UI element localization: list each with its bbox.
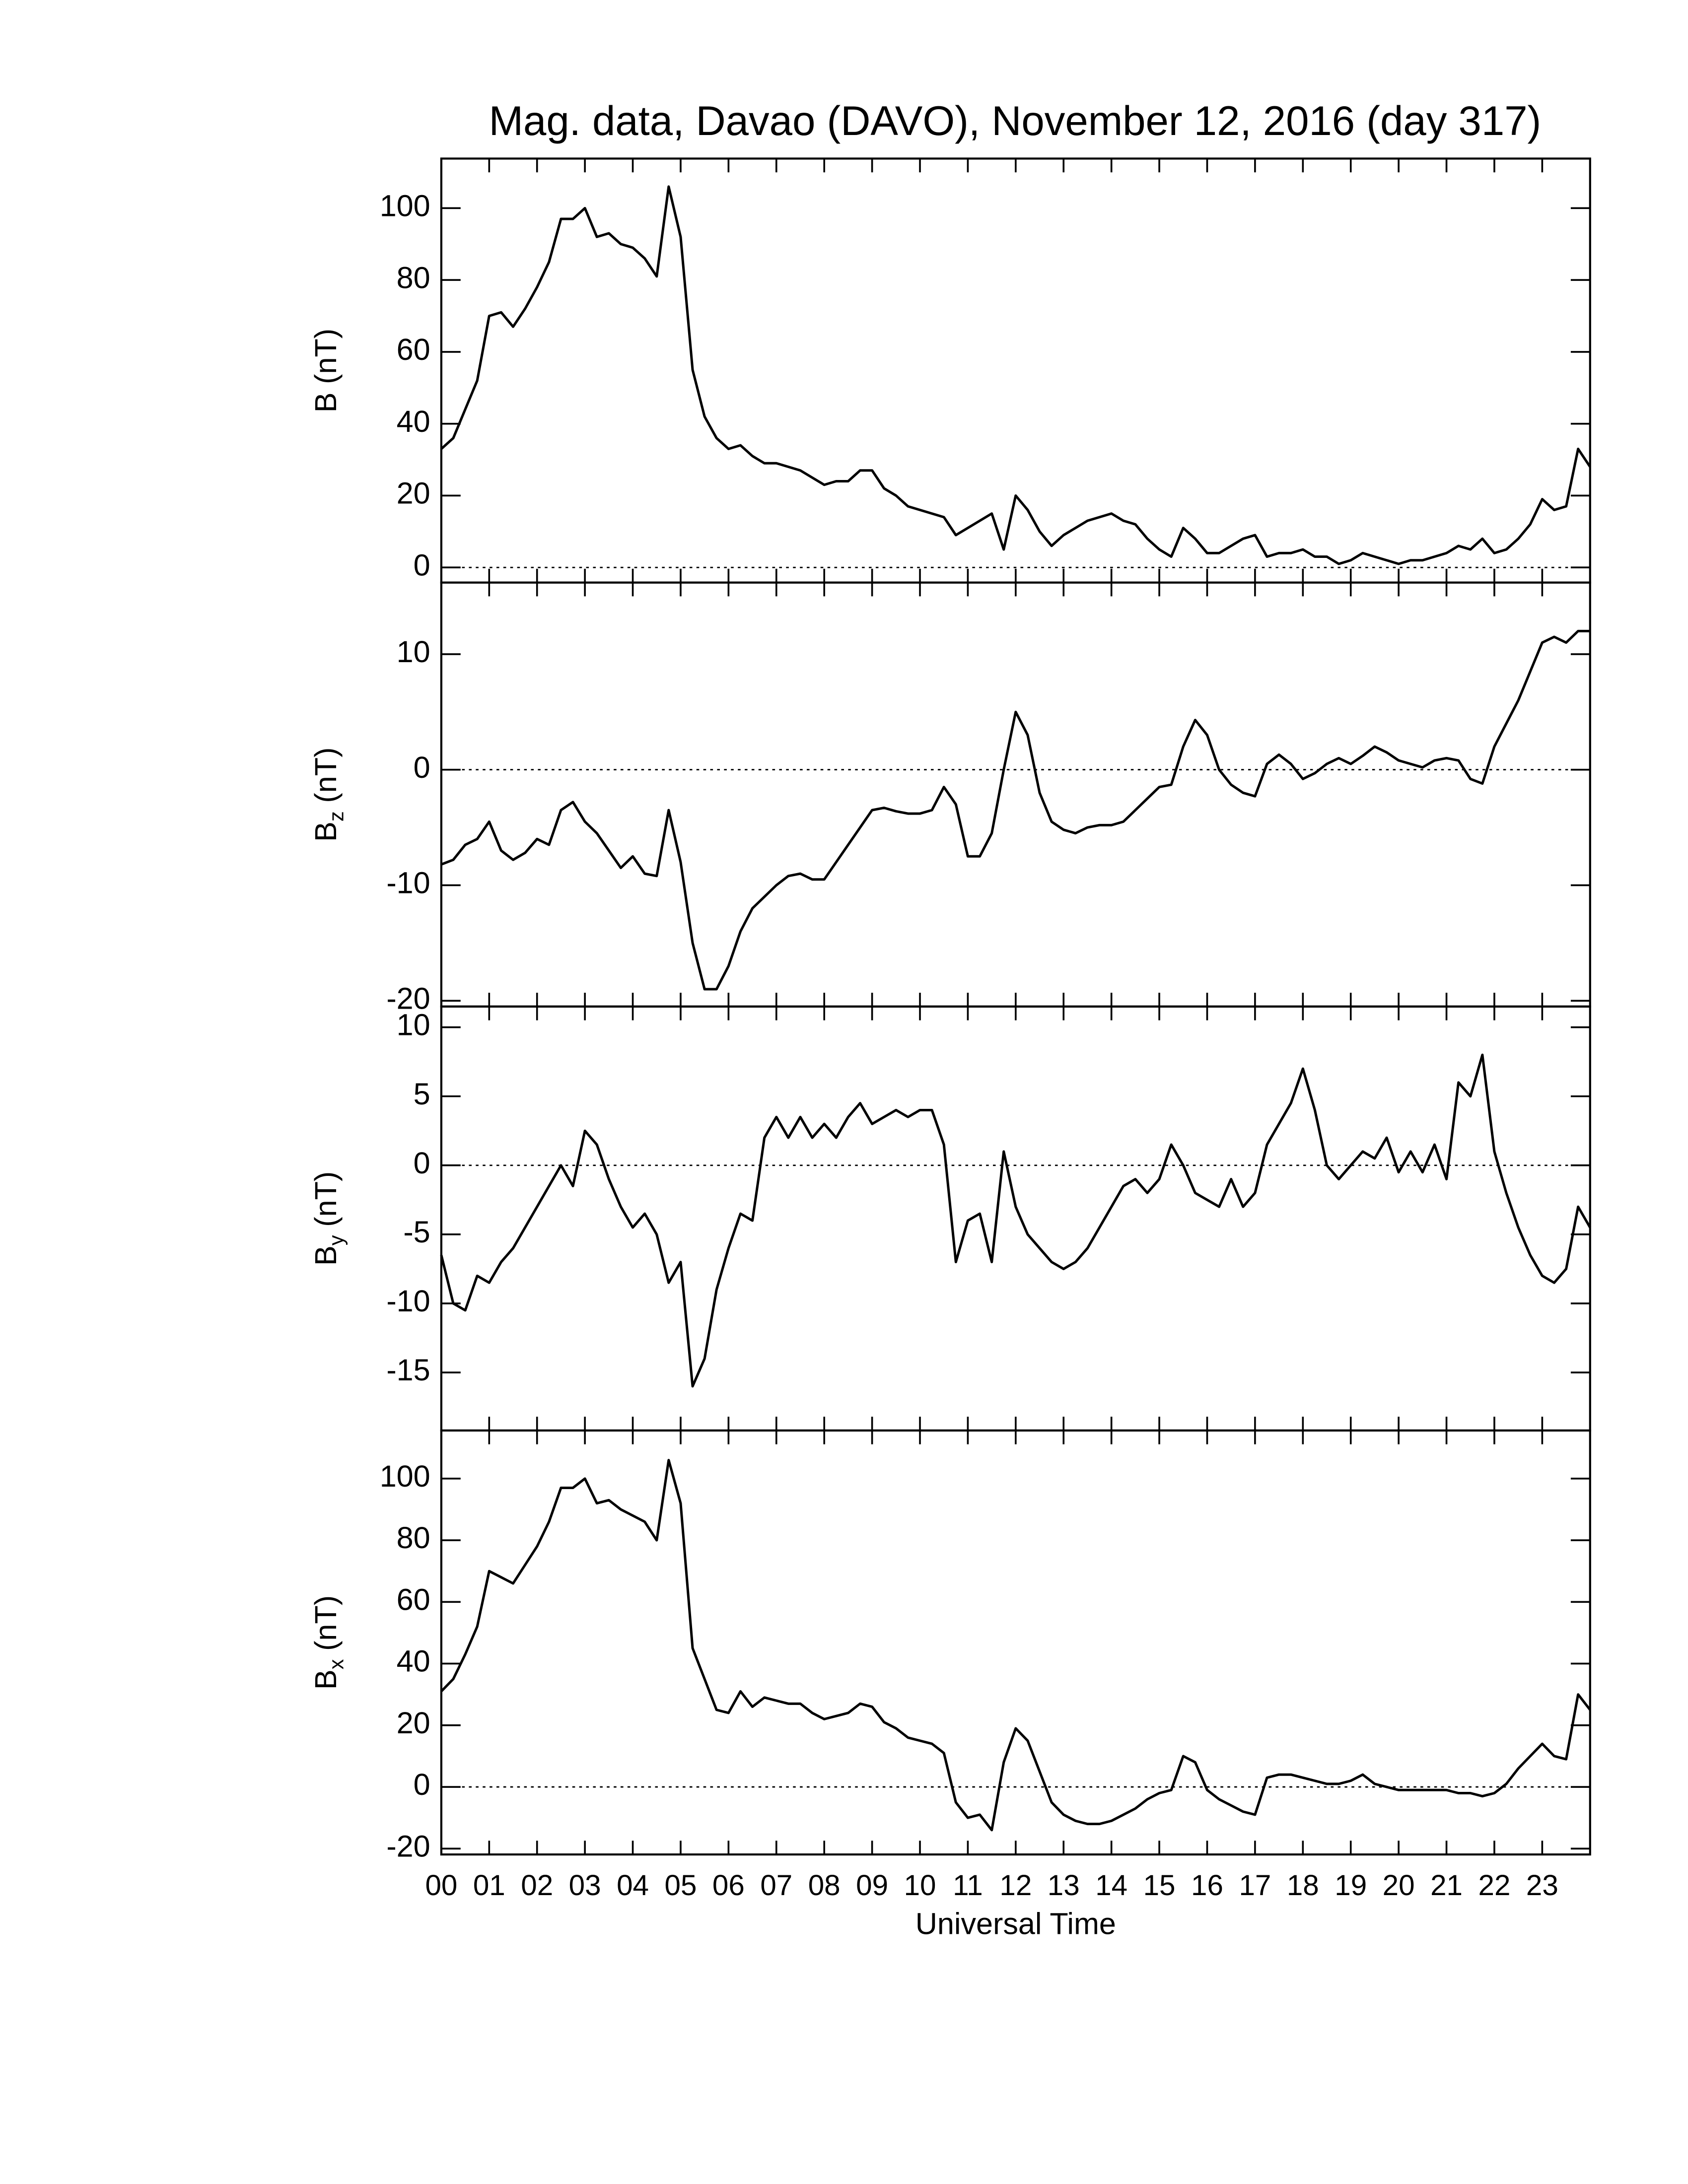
y-label-unit: (nT): [309, 329, 343, 384]
y-tick-label: 5: [414, 1077, 430, 1111]
x-tick-label: 05: [665, 1869, 697, 1902]
x-tick-label: 17: [1239, 1869, 1271, 1902]
x-tick-label: 14: [1095, 1869, 1127, 1902]
plot-frame: [440, 1005, 1591, 1432]
data-line: [440, 629, 1590, 991]
y-tick-label: 0: [414, 1146, 430, 1180]
x-tick-label: 09: [856, 1869, 888, 1902]
y-label-symbol: B: [309, 821, 343, 842]
y-tick-label: 80: [397, 261, 430, 294]
y-tick-label: -10: [386, 1284, 430, 1318]
y-axis-label: Bz (nT): [309, 748, 348, 842]
x-tick-label: 22: [1478, 1869, 1511, 1902]
y-tick-label: 60: [397, 1582, 430, 1616]
x-tick-label: 23: [1526, 1869, 1558, 1902]
y-tick-label: 0: [414, 751, 430, 784]
y-tick-label: -15: [386, 1353, 430, 1387]
x-tick-label: 18: [1287, 1869, 1319, 1902]
y-tick-label: 10: [397, 1008, 430, 1042]
y-label-unit: (nT): [309, 1595, 343, 1651]
y-label-unit: (nT): [309, 1171, 343, 1227]
y-label-unit: (nT): [309, 748, 343, 803]
y-label-subscript: x: [325, 1659, 348, 1669]
x-axis-label: Universal Time: [915, 1907, 1116, 1941]
data-line: [440, 1459, 1591, 1832]
plot-frame: [440, 157, 1591, 584]
y-tick-label: -10: [386, 866, 430, 900]
x-tick-label: 12: [999, 1869, 1032, 1902]
y-tick-label: 0: [414, 548, 430, 582]
x-tick-label: 21: [1430, 1869, 1463, 1902]
x-tick-label: 16: [1191, 1869, 1223, 1902]
y-tick-label: 100: [380, 189, 430, 222]
x-tick-label: 02: [521, 1869, 553, 1902]
y-tick-label: -20: [386, 981, 430, 1015]
y-tick-label: 20: [397, 477, 430, 510]
y-label-symbol: B: [309, 1669, 343, 1690]
y-tick-label: 40: [397, 1644, 430, 1678]
y-tick-label: 10: [397, 635, 430, 669]
x-tick-label: 11: [953, 1869, 983, 1902]
data-line: [440, 185, 1591, 565]
x-tick-label: 15: [1143, 1869, 1176, 1902]
x-tick-label: 00: [425, 1869, 457, 1902]
y-label-symbol: B: [309, 392, 343, 412]
x-tick-label: 10: [904, 1869, 936, 1902]
x-tick-label: 07: [760, 1869, 792, 1902]
y-axis-label: By (nT): [309, 1171, 348, 1266]
y-tick-label: 60: [397, 333, 430, 366]
x-tick-label: 06: [712, 1869, 745, 1902]
y-tick-label: 100: [380, 1459, 430, 1493]
x-tick-label: 13: [1048, 1869, 1080, 1902]
x-tick-label: 08: [808, 1869, 841, 1902]
chart-title: Mag. data, Davao (DAVO), November 12, 20…: [489, 98, 1542, 144]
x-tick-label: 19: [1335, 1869, 1367, 1902]
y-label-subscript: y: [325, 1235, 348, 1245]
y-axis-label: B (nT): [309, 329, 343, 412]
plot-frame: [440, 581, 1591, 1008]
y-tick-label: -5: [403, 1215, 430, 1249]
x-tick-label: 01: [473, 1869, 505, 1902]
y-label-symbol: B: [309, 1245, 343, 1266]
x-tick-label: 04: [617, 1869, 649, 1902]
x-tick-label: 20: [1383, 1869, 1415, 1902]
y-tick-label: 0: [414, 1768, 430, 1801]
y-axis-label: Bx (nT): [309, 1595, 348, 1690]
y-tick-label: 20: [397, 1706, 430, 1740]
y-tick-label: 80: [397, 1521, 430, 1555]
y-label-subscript: z: [325, 811, 348, 821]
y-tick-label: -20: [386, 1829, 430, 1863]
y-tick-label: 40: [397, 405, 430, 438]
x-tick-label: 03: [569, 1869, 601, 1902]
data-line: [440, 1053, 1591, 1388]
